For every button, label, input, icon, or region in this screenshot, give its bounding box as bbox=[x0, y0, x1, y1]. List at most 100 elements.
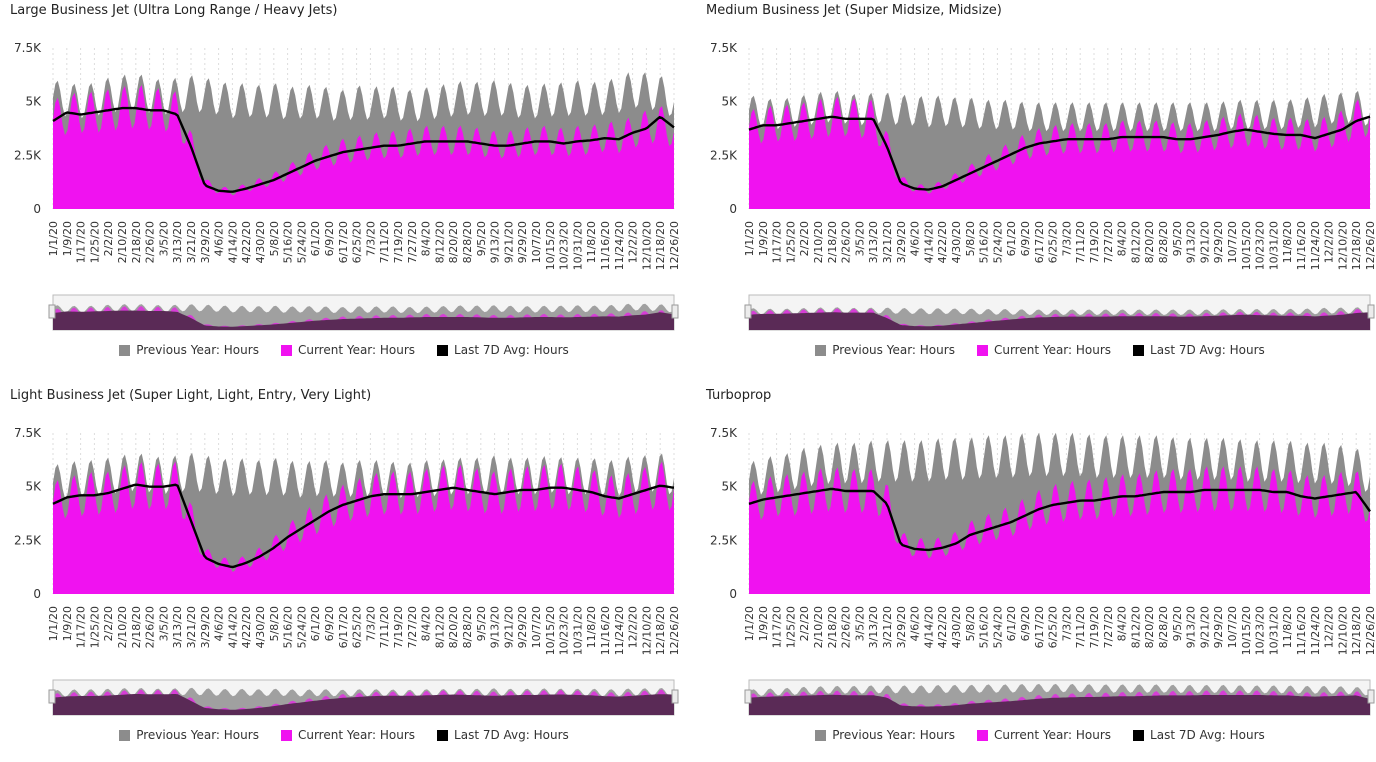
x-tick-label: 8/12/20 bbox=[1129, 606, 1142, 648]
x-tick-label: 3/21/20 bbox=[185, 221, 198, 263]
x-tick-label: 12/26/20 bbox=[1364, 606, 1376, 655]
legend-item-previous[interactable]: Previous Year: Hours bbox=[815, 728, 955, 742]
legend-label-avg: Last 7D Avg: Hours bbox=[454, 728, 569, 742]
legend-label-current: Current Year: Hours bbox=[297, 728, 416, 742]
x-tick-label: 5/16/20 bbox=[978, 606, 991, 648]
chart-title: Medium Business Jet (Super Midsize, Mids… bbox=[706, 3, 1002, 18]
x-tick-label: 1/17/20 bbox=[75, 221, 88, 263]
x-tick-label: 3/29/20 bbox=[895, 221, 908, 263]
x-tick-label: 10/15/20 bbox=[1240, 606, 1253, 655]
x-tick-label: 8/20/20 bbox=[1143, 606, 1156, 648]
legend-swatch-current bbox=[976, 729, 988, 741]
legend-label-previous: Previous Year: Hours bbox=[832, 343, 955, 357]
legend-item-avg[interactable]: Last 7D Avg: Hours bbox=[1133, 728, 1265, 742]
legend-item-avg[interactable]: Last 7D Avg: Hours bbox=[437, 343, 569, 357]
x-tick-label: 2/10/20 bbox=[812, 221, 825, 263]
legend-item-current[interactable]: Current Year: Hours bbox=[976, 343, 1111, 357]
legend-label-previous: Previous Year: Hours bbox=[136, 343, 259, 357]
legend: Previous Year: Hours Current Year: Hours… bbox=[696, 728, 1376, 742]
x-tick-label: 7/27/20 bbox=[406, 606, 419, 648]
legend-item-current[interactable]: Current Year: Hours bbox=[280, 343, 415, 357]
series-area-current bbox=[749, 466, 1370, 594]
y-tick-label: 0 bbox=[33, 202, 41, 216]
x-tick-label: 10/23/20 bbox=[1254, 606, 1267, 655]
x-tick-label: 3/29/20 bbox=[895, 606, 908, 648]
x-tick-label: 10/31/20 bbox=[571, 606, 584, 655]
x-tick-label: 6/1/20 bbox=[1005, 221, 1018, 256]
legend-item-current[interactable]: Current Year: Hours bbox=[280, 728, 416, 742]
legend-item-avg[interactable]: Last 7D Avg: Hours bbox=[437, 728, 569, 742]
x-tick-label: 11/24/20 bbox=[1309, 221, 1322, 270]
x-tick-label: 11/16/20 bbox=[1295, 606, 1308, 655]
x-tick-label: 8/28/20 bbox=[461, 606, 474, 648]
x-tick-label: 7/19/20 bbox=[392, 606, 405, 648]
x-tick-label: 3/5/20 bbox=[157, 606, 170, 641]
x-tick-label: 10/7/20 bbox=[530, 606, 543, 648]
legend-item-previous[interactable]: Previous Year: Hours bbox=[815, 343, 955, 357]
navigator-area-avg bbox=[749, 312, 1370, 330]
navigator-area-avg bbox=[53, 694, 674, 715]
x-tick-label: 8/28/20 bbox=[461, 221, 474, 263]
x-tick-label: 11/8/20 bbox=[1281, 221, 1294, 263]
legend: Previous Year: Hours Current Year: Hours… bbox=[696, 343, 1376, 357]
x-tick-label: 6/9/20 bbox=[323, 606, 336, 641]
legend-swatch-avg bbox=[437, 344, 449, 356]
legend-swatch-avg bbox=[437, 729, 449, 741]
legend-swatch-current bbox=[280, 729, 292, 741]
x-tick-label: 2/10/20 bbox=[116, 606, 129, 648]
x-tick-label: 6/25/20 bbox=[1047, 221, 1060, 263]
x-tick-label: 6/25/20 bbox=[351, 606, 364, 648]
x-tick-label: 6/9/20 bbox=[1019, 606, 1032, 641]
legend-item-previous[interactable]: Previous Year: Hours bbox=[119, 343, 259, 357]
x-tick-label: 9/21/20 bbox=[502, 221, 515, 263]
y-tick-label: 5K bbox=[721, 480, 738, 494]
y-tick-label: 0 bbox=[33, 587, 41, 601]
x-tick-label: 12/26/20 bbox=[668, 221, 681, 270]
x-tick-label: 9/29/20 bbox=[1212, 606, 1225, 648]
series-area-current bbox=[53, 85, 674, 209]
x-tick-label: 9/29/20 bbox=[1212, 221, 1225, 263]
navigator-handle-left bbox=[744, 689, 752, 704]
x-tick-label: 6/17/20 bbox=[337, 221, 350, 263]
x-tick-label: 2/10/20 bbox=[116, 221, 129, 263]
x-tick-label: 7/3/20 bbox=[1060, 221, 1073, 256]
x-tick-label: 2/18/20 bbox=[826, 606, 839, 648]
legend-item-avg[interactable]: Last 7D Avg: Hours bbox=[1133, 343, 1265, 357]
legend-item-current[interactable]: Current Year: Hours bbox=[976, 728, 1112, 742]
x-tick-label: 11/16/20 bbox=[1295, 221, 1308, 270]
x-tick-label: 6/17/20 bbox=[1033, 606, 1046, 648]
x-tick-label: 1/17/20 bbox=[771, 221, 784, 263]
x-tick-label: 10/7/20 bbox=[1226, 606, 1239, 648]
x-tick-label: 7/27/20 bbox=[406, 221, 419, 263]
y-tick-label: 7.5K bbox=[14, 426, 42, 440]
y-tick-label: 7.5K bbox=[710, 41, 738, 55]
x-tick-label: 6/9/20 bbox=[323, 221, 336, 256]
x-tick-label: 6/9/20 bbox=[1019, 221, 1032, 256]
legend-swatch-avg bbox=[1133, 344, 1145, 356]
x-tick-label: 8/4/20 bbox=[420, 606, 433, 641]
legend-label-avg: Last 7D Avg: Hours bbox=[454, 343, 569, 357]
x-tick-label: 9/13/20 bbox=[1185, 221, 1198, 263]
x-tick-label: 8/4/20 bbox=[1116, 606, 1129, 641]
legend-label-current: Current Year: Hours bbox=[993, 728, 1112, 742]
y-tick-label: 2.5K bbox=[710, 533, 738, 547]
legend-item-previous[interactable]: Previous Year: Hours bbox=[119, 728, 259, 742]
x-tick-label: 12/18/20 bbox=[654, 221, 667, 270]
x-tick-label: 4/6/20 bbox=[213, 221, 226, 256]
x-tick-label: 10/31/20 bbox=[571, 221, 584, 270]
x-tick-label: 5/8/20 bbox=[268, 221, 281, 256]
x-tick-label: 2/26/20 bbox=[144, 221, 157, 263]
navigator-handle-right bbox=[671, 689, 679, 704]
series-line-avg bbox=[748, 115, 1371, 191]
legend-swatch-previous bbox=[815, 344, 827, 356]
series-area-current bbox=[749, 96, 1370, 209]
x-tick-label: 11/24/20 bbox=[613, 221, 626, 270]
x-tick-label: 12/10/20 bbox=[1336, 606, 1349, 655]
x-tick-label: 8/12/20 bbox=[1129, 221, 1142, 263]
x-tick-label: 7/19/20 bbox=[1088, 221, 1101, 263]
x-tick-label: 11/16/20 bbox=[599, 221, 612, 270]
x-tick-label: 4/6/20 bbox=[909, 221, 922, 256]
x-tick-label: 3/5/20 bbox=[853, 606, 866, 641]
